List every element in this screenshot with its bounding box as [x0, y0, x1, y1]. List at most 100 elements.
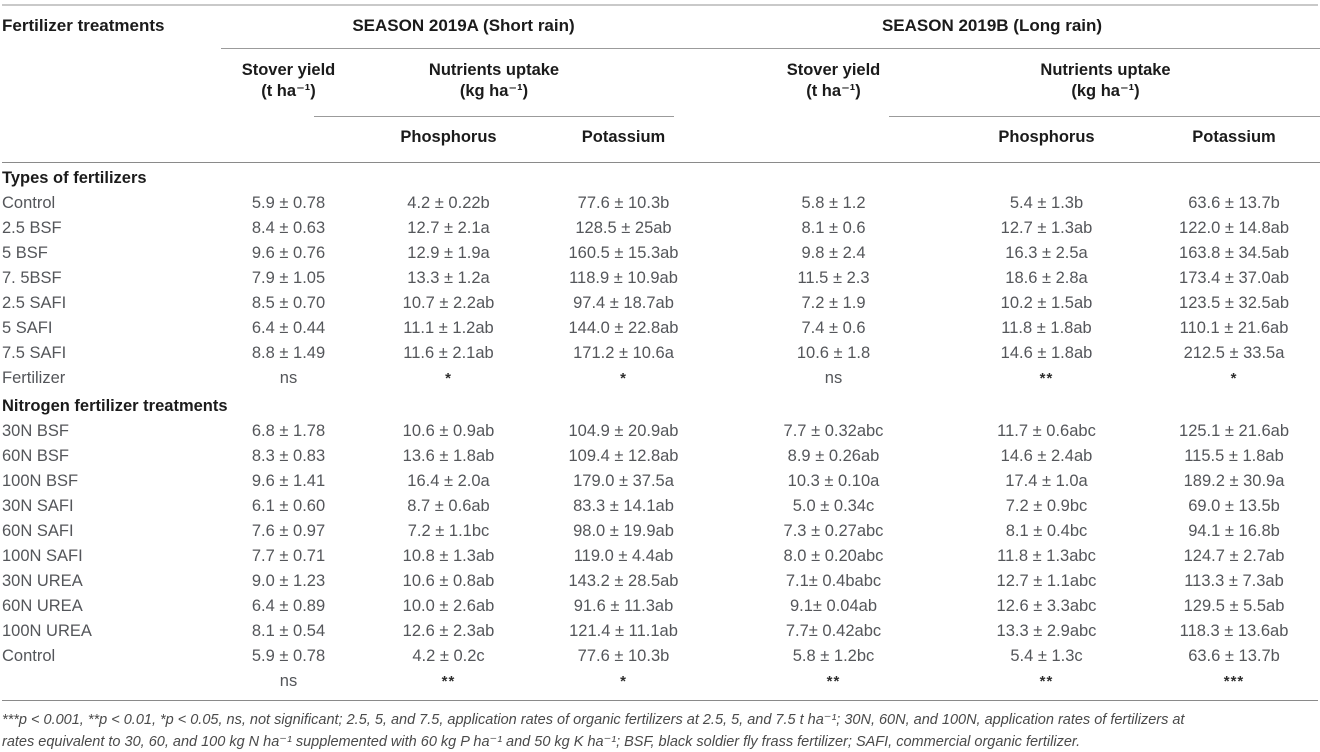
row-label: 5 SAFI — [2, 319, 53, 337]
data-cell: ** — [1039, 673, 1054, 690]
data-cell: ns — [279, 672, 298, 690]
data-cell: 91.6 ± 11.3ab — [573, 597, 674, 615]
row-label: 5 BSF — [2, 244, 48, 262]
table-row: 100N SAFI 7.7 ± 0.71 10.8 ± 1.3ab 119.0 ± 4… — [2, 544, 1320, 569]
data-cell: 10.7 ± 2.2ab — [402, 294, 495, 312]
data-cell: 124.7 ± 2.7ab — [1183, 547, 1285, 565]
row-label: 60N UREA — [2, 597, 83, 615]
data-cell: 94.1 ± 16.8b — [1188, 522, 1280, 540]
row-label: 100N BSF — [2, 472, 79, 490]
data-cell: 13.6 ± 1.8ab — [402, 447, 495, 465]
row-label: 30N UREA — [2, 572, 83, 590]
row-label: 7. 5BSF — [2, 269, 62, 287]
nutrients-uptake-unit-b: (kg ha⁻¹) — [1071, 82, 1140, 100]
data-cell: 8.1 ± 0.54 — [251, 622, 326, 640]
data-cell: 189.2 ± 30.9a — [1183, 472, 1285, 490]
data-cell: 77.6 ± 10.3b — [577, 647, 670, 665]
data-cell: 98.0 ± 19.9ab — [573, 522, 674, 540]
data-cell: 113.3 ± 7.3ab — [1184, 572, 1284, 590]
data-cell: 110.1 ± 21.6ab — [1179, 319, 1289, 337]
season-a-group-header: SEASON 2019A (Short rain) — [207, 6, 720, 49]
table-row: 60N UREA 6.4 ± 0.89 10.0 ± 2.6ab 91.6 ± 11.… — [2, 594, 1320, 619]
row-label: 100N UREA — [2, 622, 92, 640]
data-cell: 5.4 ± 1.3c — [1010, 647, 1083, 665]
data-cell: 4.2 ± 0.22b — [407, 194, 490, 212]
data-cell: 12.6 ± 2.3ab — [402, 622, 495, 640]
row-label: 30N SAFI — [2, 497, 74, 515]
phosphorus-header-b: Phosphorus — [947, 117, 1146, 163]
table-row: 30N SAFI 6.1 ± 0.60 8.7 ± 0.6ab 83.3 ± 14.1… — [2, 494, 1320, 519]
section-title: Types of fertilizers — [2, 169, 147, 187]
table-row: 2.5 SAFI 8.5 ± 0.70 10.7 ± 2.2ab 97.4 ± 18.… — [2, 291, 1320, 316]
data-cell: 118.9 ± 10.9ab — [569, 269, 678, 287]
data-cell: 109.4 ± 12.8ab — [568, 447, 679, 465]
data-cell: 143.2 ± 28.5ab — [568, 572, 679, 590]
data-cell: 9.6 ± 0.76 — [251, 244, 326, 262]
data-cell: 7.1± 0.4babc — [785, 572, 882, 590]
data-cell: 8.8 ± 1.49 — [251, 344, 326, 362]
table-header: Fertilizer treatments SEASON 2019A (Shor… — [2, 6, 1320, 163]
row-label: 60N BSF — [2, 447, 69, 465]
data-cell: 18.6 ± 2.8a — [1005, 269, 1088, 287]
data-cell: 12.7 ± 1.3ab — [1000, 219, 1093, 237]
data-cell: ** — [826, 673, 841, 690]
data-cell: 7.3 ± 0.27abc — [783, 522, 884, 540]
data-cell: 128.5 ± 25ab — [575, 219, 672, 237]
table-row: 60N SAFI 7.6 ± 0.97 7.2 ± 1.1bc 98.0 ± 19.9… — [2, 519, 1320, 544]
corner-header-label: Fertilizer treatments — [2, 16, 165, 35]
data-cell: *** — [1223, 673, 1245, 690]
data-cell: 121.4 ± 11.1ab — [569, 622, 678, 640]
data-cell: 10.0 ± 2.6ab — [402, 597, 495, 615]
table-page: Fertilizer treatments SEASON 2019A (Shor… — [0, 4, 1320, 752]
data-cell: 11.7 ± 0.6abc — [997, 422, 1096, 440]
data-cell: 122.0 ± 14.8ab — [1179, 219, 1289, 237]
data-cell: 7.7 ± 0.32abc — [783, 422, 884, 440]
section-header-row: Types of fertilizers — [2, 163, 1320, 192]
data-cell: 12.7 ± 2.1a — [407, 219, 490, 237]
stover-yield-label-a: Stover yield — [241, 61, 336, 79]
table-row: 7. 5BSF 7.9 ± 1.05 13.3 ± 1.2a 118.9 ± 10.9… — [2, 266, 1320, 291]
data-cell: 10.2 ± 1.5ab — [1000, 294, 1093, 312]
data-cell: 97.4 ± 18.7ab — [573, 294, 674, 312]
footnote-rule — [2, 700, 1318, 701]
data-cell: 6.4 ± 0.44 — [251, 319, 326, 337]
data-cell: * — [445, 370, 452, 387]
data-cell: 163.8 ± 34.5ab — [1179, 244, 1289, 262]
data-cell: 5.8 ± 1.2 — [801, 194, 866, 212]
corner-header: Fertilizer treatments — [2, 6, 207, 163]
table-row: Fertilizer ns * * ns ** * — [2, 366, 1320, 391]
section-header-row: Nitrogen fertilizer treatments — [2, 391, 1320, 419]
data-cell: 125.1 ± 21.6ab — [1179, 422, 1289, 440]
data-cell: 11.8 ± 1.3abc — [997, 547, 1096, 565]
potassium-header-a: Potassium — [527, 117, 720, 163]
data-cell: 69.0 ± 13.5b — [1188, 497, 1280, 515]
table-row: 100N BSF 9.6 ± 1.41 16.4 ± 2.0a 179.0 ± 37.… — [2, 469, 1320, 494]
data-cell: 8.1 ± 0.6 — [801, 219, 866, 237]
data-cell: 144.0 ± 22.8ab — [568, 319, 679, 337]
nutrients-uptake-unit-a: (kg ha⁻¹) — [459, 82, 529, 100]
data-cell: 10.8 ± 1.3ab — [402, 547, 495, 565]
season-a-nutrients-header: Nutrients uptake (kg ha⁻¹) — [314, 49, 720, 117]
footnote-line-1: ***p < 0.001, **p < 0.01, *p < 0.05, ns,… — [2, 712, 1185, 728]
top-rule — [2, 4, 1318, 6]
data-cell: 9.8 ± 2.4 — [801, 244, 866, 262]
row-label: 100N SAFI — [2, 547, 83, 565]
table-row: Control 5.9 ± 0.78 4.2 ± 0.2c 77.6 ± 10.3b 5… — [2, 644, 1320, 669]
data-cell: 12.9 ± 1.9a — [407, 244, 490, 262]
data-cell: 5.9 ± 0.78 — [251, 647, 326, 665]
row-label — [2, 669, 207, 694]
season-b-title: SEASON 2019B (Long rain) — [662, 16, 1320, 49]
data-cell: 10.6 ± 0.8ab — [402, 572, 495, 590]
table-body: Types of fertilizers Control 5.9 ± 0.78 4.2… — [2, 163, 1320, 695]
data-cell: 83.3 ± 14.1ab — [573, 497, 674, 515]
table-row: 5 BSF 9.6 ± 0.76 12.9 ± 1.9a 160.5 ± 15.3ab… — [2, 241, 1320, 266]
data-cell: 16.4 ± 2.0a — [407, 472, 490, 490]
table-row: ns ** * ** ** *** — [2, 669, 1320, 694]
data-cell: 8.9 ± 0.26ab — [787, 447, 880, 465]
data-cell: 5.0 ± 0.34c — [792, 497, 875, 515]
table-row: Control 5.9 ± 0.78 4.2 ± 0.22b 77.6 ± 10.3b… — [2, 191, 1320, 216]
season-a-stover-header: Stover yield (t ha⁻¹) — [207, 49, 370, 163]
data-cell: 14.6 ± 2.4ab — [1000, 447, 1093, 465]
data-cell: 104.9 ± 20.9ab — [568, 422, 679, 440]
nutrients-uptake-label-a: Nutrients uptake — [428, 61, 560, 79]
